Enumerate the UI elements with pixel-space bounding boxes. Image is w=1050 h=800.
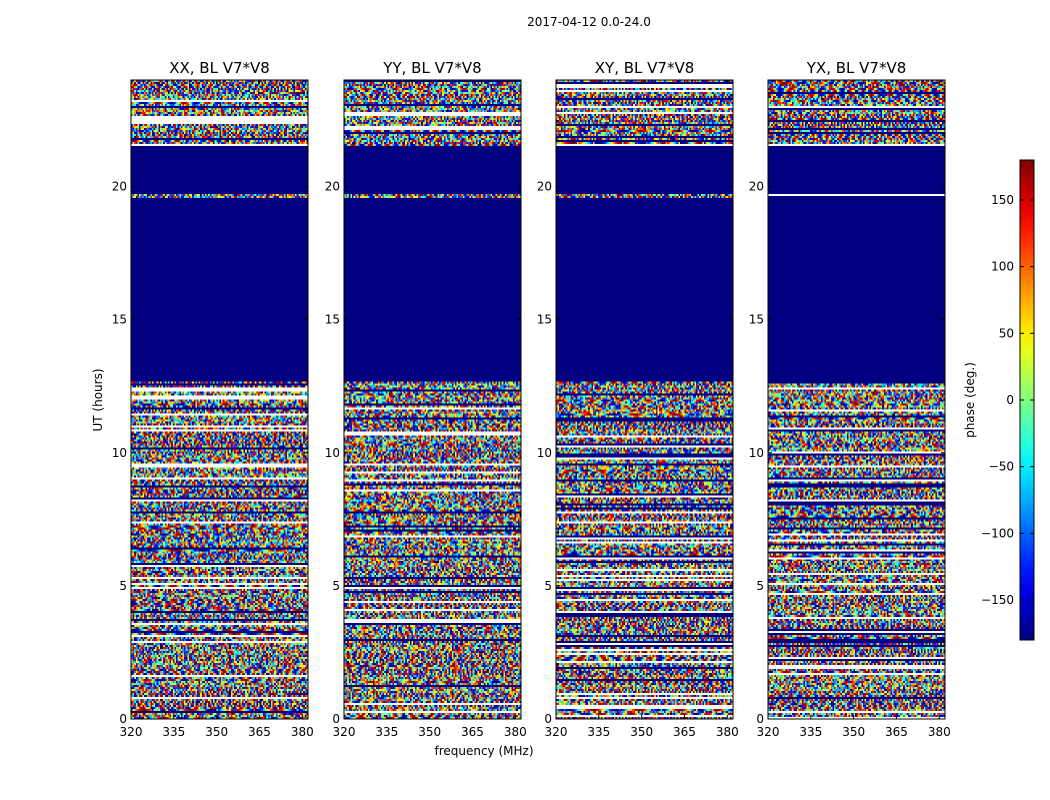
y-tick-label: 20 bbox=[537, 180, 552, 194]
x-tick-label: 350 bbox=[630, 725, 653, 739]
y-tick-label: 0 bbox=[332, 712, 340, 726]
y-tick-label: 5 bbox=[756, 579, 764, 593]
x-tick-label: 380 bbox=[291, 725, 314, 739]
x-tick-label: 350 bbox=[205, 725, 228, 739]
colorbar-tick-label: −150 bbox=[981, 593, 1014, 607]
x-tick-label: 320 bbox=[333, 725, 356, 739]
heatmap-yy bbox=[344, 80, 521, 719]
y-tick-label: 10 bbox=[325, 446, 340, 460]
panel-frame bbox=[555, 79, 734, 720]
y-axis-label: UT (hours) bbox=[91, 368, 105, 431]
panel-title: YY, BL V7*V8 bbox=[382, 59, 481, 77]
panel-xx: XX, BL V7*V8 320 335 350 365 380 0 5 10 15 20 bbox=[112, 59, 314, 739]
y-tick-label: 20 bbox=[112, 180, 127, 194]
panel-frame bbox=[343, 79, 522, 720]
x-tick-label: 380 bbox=[504, 725, 527, 739]
heatmap-xx bbox=[131, 80, 308, 719]
x-tick-label: 335 bbox=[162, 725, 185, 739]
x-tick-label: 365 bbox=[673, 725, 696, 739]
x-tick-label: 335 bbox=[799, 725, 822, 739]
x-tick-label: 350 bbox=[842, 725, 865, 739]
colorbar-tick-label: 50 bbox=[999, 326, 1014, 340]
colorbar: −150 −100 −50 0 50 100 150 bbox=[981, 159, 1035, 641]
y-tick-label: 15 bbox=[749, 313, 764, 327]
x-tick-label: 365 bbox=[248, 725, 271, 739]
y-tick-label: 0 bbox=[544, 712, 552, 726]
colorbar-tick-label: −100 bbox=[981, 526, 1014, 540]
x-tick-label: 380 bbox=[928, 725, 951, 739]
y-tick-label: 5 bbox=[119, 579, 127, 593]
x-tick-label: 335 bbox=[375, 725, 398, 739]
y-tick-label: 10 bbox=[537, 446, 552, 460]
x-tick-label: 365 bbox=[461, 725, 484, 739]
colorbar-tick-label: −50 bbox=[989, 460, 1014, 474]
colorbar-tick-label: 100 bbox=[991, 260, 1014, 274]
x-tick-label: 320 bbox=[757, 725, 780, 739]
x-tick-label: 350 bbox=[418, 725, 441, 739]
y-tick-label: 0 bbox=[119, 712, 127, 726]
x-axis-label: frequency (MHz) bbox=[434, 744, 533, 758]
panel-frame bbox=[767, 79, 946, 720]
y-tick-label: 20 bbox=[325, 180, 340, 194]
y-tick-label: 10 bbox=[749, 446, 764, 460]
figure-suptitle: 2017-04-12 0.0-24.0 bbox=[527, 15, 651, 29]
panel-frame bbox=[130, 79, 309, 720]
panel-title: XX, BL V7*V8 bbox=[169, 59, 270, 77]
x-tick-label: 335 bbox=[587, 725, 610, 739]
y-tick-label: 5 bbox=[332, 579, 340, 593]
y-tick-label: 5 bbox=[544, 579, 552, 593]
y-tick-label: 10 bbox=[112, 446, 127, 460]
heatmap-yx bbox=[768, 80, 945, 719]
panel-yy: YY, BL V7*V8 320 335 350 365 380 0 5 10 15 20 bbox=[325, 59, 527, 739]
y-tick-label: 15 bbox=[112, 313, 127, 327]
panel-title: YX, BL V7*V8 bbox=[806, 59, 907, 77]
x-tick-label: 380 bbox=[716, 725, 739, 739]
colorbar-tick-label: 150 bbox=[991, 193, 1014, 207]
x-tick-label: 320 bbox=[545, 725, 568, 739]
panel-title: XY, BL V7*V8 bbox=[595, 59, 695, 77]
y-tick-label: 15 bbox=[537, 313, 552, 327]
colorbar-label: phase (deg.) bbox=[963, 362, 977, 438]
heatmap-xy bbox=[556, 80, 733, 719]
panel-yx: YX, BL V7*V8 320 335 350 365 380 0 5 10 15 20 bbox=[749, 59, 951, 739]
y-tick-label: 20 bbox=[749, 180, 764, 194]
x-tick-label: 320 bbox=[120, 725, 143, 739]
colorbar-tick-label: 0 bbox=[1006, 393, 1014, 407]
panel-xy: XY, BL V7*V8 320 335 350 365 380 0 5 10 15 20 bbox=[537, 59, 739, 739]
y-tick-label: 0 bbox=[756, 712, 764, 726]
y-tick-label: 15 bbox=[325, 313, 340, 327]
x-tick-label: 365 bbox=[885, 725, 908, 739]
